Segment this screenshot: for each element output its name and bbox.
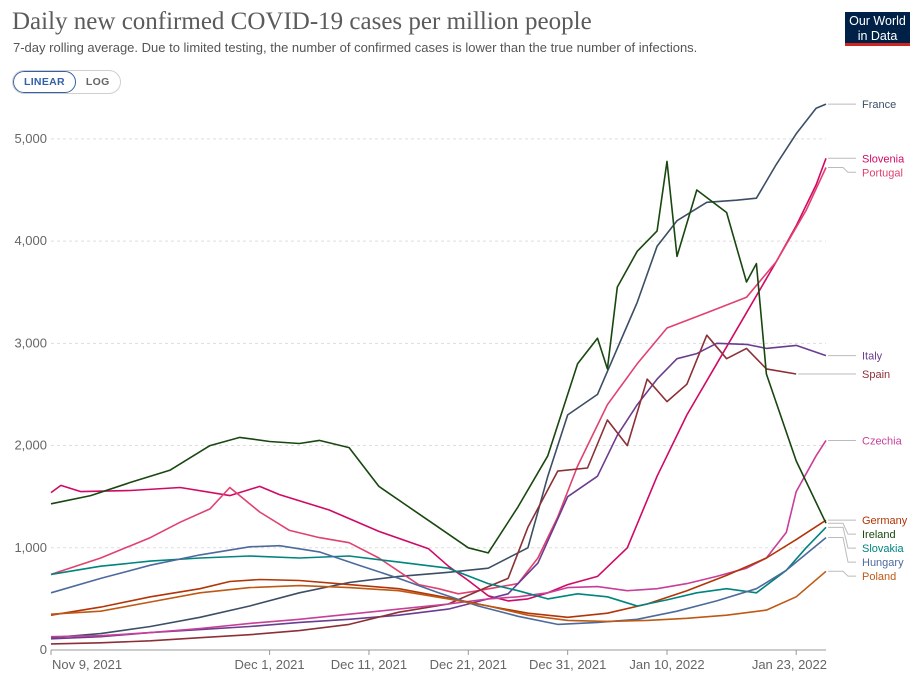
legend-item-italy[interactable]: Italy xyxy=(828,351,883,363)
y-tick-label: 3,000 xyxy=(14,335,47,350)
log-scale-button[interactable]: LOG xyxy=(85,76,110,88)
y-tick: 4,000 xyxy=(14,233,47,248)
series-line-spain[interactable] xyxy=(50,334,797,645)
legend-label: Hungary xyxy=(862,557,904,569)
logo-line2: in Data xyxy=(857,29,898,43)
y-tick-label: 1,000 xyxy=(14,540,47,555)
y-axis: 0 1,000 2,000 3,000 4,000 5,000 xyxy=(14,131,47,657)
legend-item-slovakia[interactable]: Slovakia xyxy=(828,526,904,555)
x-tick: Jan 23, 2022 xyxy=(752,657,827,672)
x-tick-label: Dec 21, 2021 xyxy=(430,657,507,672)
x-tick: Nov 9, 2021 xyxy=(52,657,122,672)
y-tick-label: 2,000 xyxy=(14,438,47,453)
logo-line1: Our World xyxy=(849,14,906,28)
legend-connector xyxy=(828,522,856,535)
x-tick: Dec 31, 2021 xyxy=(529,657,606,672)
y-tick: 5,000 xyxy=(14,131,47,146)
series-line-hungary[interactable] xyxy=(50,536,827,626)
series-lines xyxy=(50,103,827,645)
y-tick: 2,000 xyxy=(14,438,47,453)
linear-scale-button[interactable]: LINEAR xyxy=(13,71,76,93)
y-tick: 1,000 xyxy=(14,540,47,555)
legend-label: Slovenia xyxy=(862,153,905,165)
legend-label: Ireland xyxy=(862,529,896,541)
y-tick-label: 4,000 xyxy=(14,233,47,248)
x-tick: Dec 11, 2021 xyxy=(331,657,407,672)
legend-item-poland[interactable]: Poland xyxy=(828,570,896,583)
scale-toggle: LINEAR LOG xyxy=(12,70,121,94)
legend-item-germany[interactable]: Germany xyxy=(828,515,908,527)
legend-item-czechia[interactable]: Czechia xyxy=(828,435,903,447)
x-tick-label: Dec 31, 2021 xyxy=(529,657,606,672)
x-tick-label: Jan 10, 2022 xyxy=(629,657,704,672)
legend-label: Italy xyxy=(862,351,883,363)
x-tick: Dec 21, 2021 xyxy=(430,657,507,672)
y-tick-label: 5,000 xyxy=(14,131,47,146)
series-line-portugal[interactable] xyxy=(50,167,827,595)
logo-accent-bar xyxy=(845,43,910,46)
legend-connector xyxy=(828,537,856,563)
y-tick: 0 xyxy=(40,642,47,657)
owid-logo[interactable]: Our World in Data xyxy=(845,12,910,46)
legend-connector xyxy=(828,570,856,577)
series-line-czechia[interactable] xyxy=(50,439,827,638)
legend-item-slovenia[interactable]: Slovenia xyxy=(828,153,905,165)
legend-label: Spain xyxy=(862,369,890,381)
legend-item-ireland[interactable]: Ireland xyxy=(828,522,896,541)
x-tick: Jan 10, 2022 xyxy=(629,657,704,672)
legend-item-spain[interactable]: Spain xyxy=(798,369,890,381)
chart-title: Daily new confirmed COVID-19 cases per m… xyxy=(12,8,592,35)
legend-connector xyxy=(828,167,856,173)
series-line-france[interactable] xyxy=(50,103,827,639)
legend-label: Czechia xyxy=(862,435,903,447)
x-tick-label: Nov 9, 2021 xyxy=(52,657,122,672)
x-tick-label: Dec 1, 2021 xyxy=(235,657,305,672)
legend-item-portugal[interactable]: Portugal xyxy=(828,167,903,179)
x-tick-label: Jan 23, 2022 xyxy=(752,657,827,672)
legend-label: Portugal xyxy=(862,167,903,179)
legend: France Slovenia Portugal Italy Spain Czechia G… xyxy=(798,99,908,583)
series-line-slovenia[interactable] xyxy=(50,158,827,602)
chart-subtitle: 7-day rolling average. Due to limited te… xyxy=(13,40,698,55)
legend-item-france[interactable]: France xyxy=(828,99,896,111)
x-tick-label: Dec 11, 2021 xyxy=(331,657,407,672)
y-tick-label: 0 xyxy=(40,642,47,657)
legend-label: Germany xyxy=(862,515,908,527)
series-line-ireland[interactable] xyxy=(50,160,827,554)
legend-item-hungary[interactable]: Hungary xyxy=(828,537,904,570)
x-tick: Dec 1, 2021 xyxy=(235,657,305,672)
legend-label: Poland xyxy=(862,571,896,583)
series-line-italy[interactable] xyxy=(50,342,827,640)
legend-label: Slovakia xyxy=(862,543,904,555)
series-line-poland[interactable] xyxy=(50,570,827,623)
legend-label: France xyxy=(862,99,896,111)
x-axis: Nov 9, 2021 Dec 1, 2021 Dec 11, 2021 Dec 21… xyxy=(50,649,827,672)
legend-connector xyxy=(828,526,856,549)
y-tick: 3,000 xyxy=(14,335,47,350)
series-line-slovakia[interactable] xyxy=(50,526,827,607)
